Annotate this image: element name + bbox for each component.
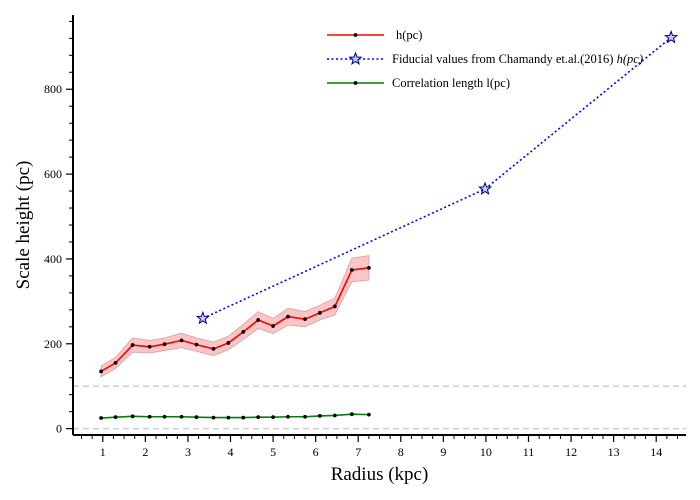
point-s2-17 xyxy=(366,412,371,417)
legend-label-h: h(pc) xyxy=(396,28,422,42)
point-s2-5 xyxy=(179,414,184,419)
point-star-icon-s1-1 xyxy=(477,181,493,195)
point-s0-7 xyxy=(211,346,216,351)
x-tick-label-14: 14 xyxy=(650,445,662,459)
x-tick-label-1: 1 xyxy=(100,445,106,459)
x-tick-label-11: 11 xyxy=(523,445,535,459)
point-s0-13 xyxy=(303,317,307,322)
y-tick-label-200: 200 xyxy=(44,337,62,351)
uncertainty-bands xyxy=(100,255,370,378)
point-s0-11 xyxy=(271,324,275,328)
legend: h(pc) Fiducial values from Chamandy et.a… xyxy=(327,28,643,90)
series-lines xyxy=(100,36,672,419)
series-line-2 xyxy=(101,413,369,419)
x-tick-label-3: 3 xyxy=(185,445,191,459)
x-tick-label-5: 5 xyxy=(270,445,276,459)
point-s0-5 xyxy=(179,338,184,343)
y-tick-label-400: 400 xyxy=(44,252,62,266)
point-s0-10 xyxy=(256,318,261,322)
x-tick-label-6: 6 xyxy=(313,445,319,459)
point-s0-17 xyxy=(366,265,371,270)
point-s0-12 xyxy=(286,314,290,319)
point-s0-9 xyxy=(241,330,246,334)
point-star-icon-s1-0 xyxy=(195,310,210,325)
point-s0-6 xyxy=(194,342,199,347)
legend-label-fiducial: Fiducial values from Chamandy et.al.(201… xyxy=(392,52,643,66)
point-s2-8 xyxy=(226,415,231,420)
point-s2-14 xyxy=(318,414,322,418)
point-s2-13 xyxy=(303,414,307,419)
x-tick-label-12: 12 xyxy=(565,445,577,459)
point-s2-9 xyxy=(241,415,246,420)
point-s2-16 xyxy=(349,412,354,417)
y-axis-title: Scale height (pc) xyxy=(13,161,34,290)
point-star-icon-s1-2 xyxy=(664,30,679,44)
x-tick-label-9: 9 xyxy=(440,445,446,459)
y-tick-label-0: 0 xyxy=(56,422,62,436)
point-s0-2 xyxy=(130,343,135,347)
legend-label-fiducial-math: h(pc) xyxy=(617,52,643,66)
x-tick-label-2: 2 xyxy=(142,445,148,459)
point-s0-16 xyxy=(349,268,354,272)
point-s2-7 xyxy=(211,415,216,420)
point-s0-4 xyxy=(162,342,167,347)
reference-lines xyxy=(73,385,686,430)
point-s2-12 xyxy=(286,414,290,419)
series-line-0 xyxy=(100,267,369,373)
point-s0-0 xyxy=(99,369,103,374)
legend-marker-fiducial-star-icon xyxy=(348,51,363,66)
point-s2-0 xyxy=(99,416,103,420)
point-s2-11 xyxy=(271,415,275,420)
point-s0-1 xyxy=(113,360,118,365)
point-s2-2 xyxy=(130,414,135,419)
legend-label-fiducial-text: Fiducial values from Chamandy et.al.(201… xyxy=(392,52,617,66)
legend-marker-correlation xyxy=(353,81,358,85)
point-s2-6 xyxy=(194,415,199,420)
legend-label-correlation: Correlation length l(pc) xyxy=(392,76,510,90)
point-s2-10 xyxy=(256,415,261,420)
band-series-0 xyxy=(100,255,370,378)
point-s0-15 xyxy=(332,304,337,309)
point-s0-8 xyxy=(226,341,231,345)
x-tick-label-7: 7 xyxy=(355,445,361,459)
y-tick-label-600: 600 xyxy=(44,167,62,181)
data-markers xyxy=(99,30,679,420)
axes xyxy=(72,15,686,436)
point-s2-1 xyxy=(113,415,118,420)
legend-marker-h xyxy=(353,33,358,37)
x-tick-label-10: 10 xyxy=(480,445,492,459)
y-tick-label-800: 800 xyxy=(44,82,62,96)
x-tick-label-4: 4 xyxy=(228,445,234,459)
point-s0-3 xyxy=(147,344,152,349)
x-tick-label-13: 13 xyxy=(608,445,620,459)
point-s2-4 xyxy=(162,414,167,419)
x-axis-title: Radius (kpc) xyxy=(331,464,429,485)
point-s2-15 xyxy=(332,413,337,418)
point-s2-3 xyxy=(147,414,152,419)
x-tick-label-8: 8 xyxy=(398,445,404,459)
point-s0-14 xyxy=(318,310,322,315)
